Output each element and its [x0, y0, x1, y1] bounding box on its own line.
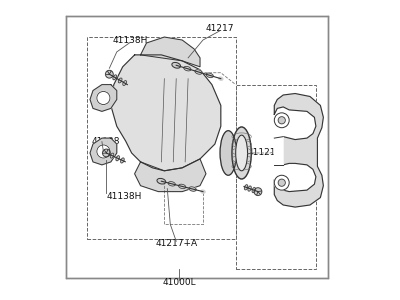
Ellipse shape — [172, 62, 180, 68]
Ellipse shape — [116, 156, 120, 161]
Circle shape — [102, 149, 110, 157]
Ellipse shape — [121, 158, 124, 163]
Bar — [236, 85, 316, 269]
Circle shape — [278, 179, 285, 186]
Ellipse shape — [113, 75, 117, 80]
Text: 41138H: 41138H — [112, 35, 148, 44]
Polygon shape — [135, 159, 206, 192]
Text: 41000L: 41000L — [162, 278, 196, 287]
Text: 41138H: 41138H — [106, 192, 142, 201]
Ellipse shape — [219, 77, 223, 80]
Ellipse shape — [244, 185, 248, 190]
Text: 41217+A: 41217+A — [155, 239, 197, 248]
Circle shape — [274, 175, 289, 190]
Ellipse shape — [252, 188, 256, 193]
Circle shape — [97, 145, 110, 158]
Ellipse shape — [189, 187, 196, 191]
Polygon shape — [274, 136, 283, 165]
Ellipse shape — [201, 190, 205, 193]
Polygon shape — [140, 37, 200, 67]
Polygon shape — [111, 55, 221, 171]
Circle shape — [274, 113, 289, 128]
Circle shape — [106, 70, 113, 78]
Ellipse shape — [184, 66, 191, 71]
Bar — [87, 37, 236, 239]
Text: 41128: 41128 — [92, 137, 120, 146]
Text: 41121: 41121 — [248, 148, 276, 158]
Ellipse shape — [220, 131, 236, 175]
Ellipse shape — [157, 178, 166, 184]
Polygon shape — [90, 138, 117, 165]
Ellipse shape — [236, 135, 248, 171]
Ellipse shape — [178, 184, 186, 189]
Ellipse shape — [195, 70, 202, 74]
Circle shape — [97, 92, 110, 104]
Ellipse shape — [118, 78, 122, 83]
Circle shape — [254, 188, 262, 196]
Ellipse shape — [123, 81, 126, 85]
Bar — [66, 16, 328, 278]
Ellipse shape — [206, 73, 213, 78]
Ellipse shape — [232, 127, 251, 179]
Ellipse shape — [110, 153, 114, 158]
Circle shape — [278, 117, 285, 124]
Text: 41217: 41217 — [205, 24, 234, 33]
Polygon shape — [274, 94, 323, 207]
Polygon shape — [90, 85, 117, 111]
Ellipse shape — [248, 186, 251, 191]
Ellipse shape — [168, 182, 176, 186]
